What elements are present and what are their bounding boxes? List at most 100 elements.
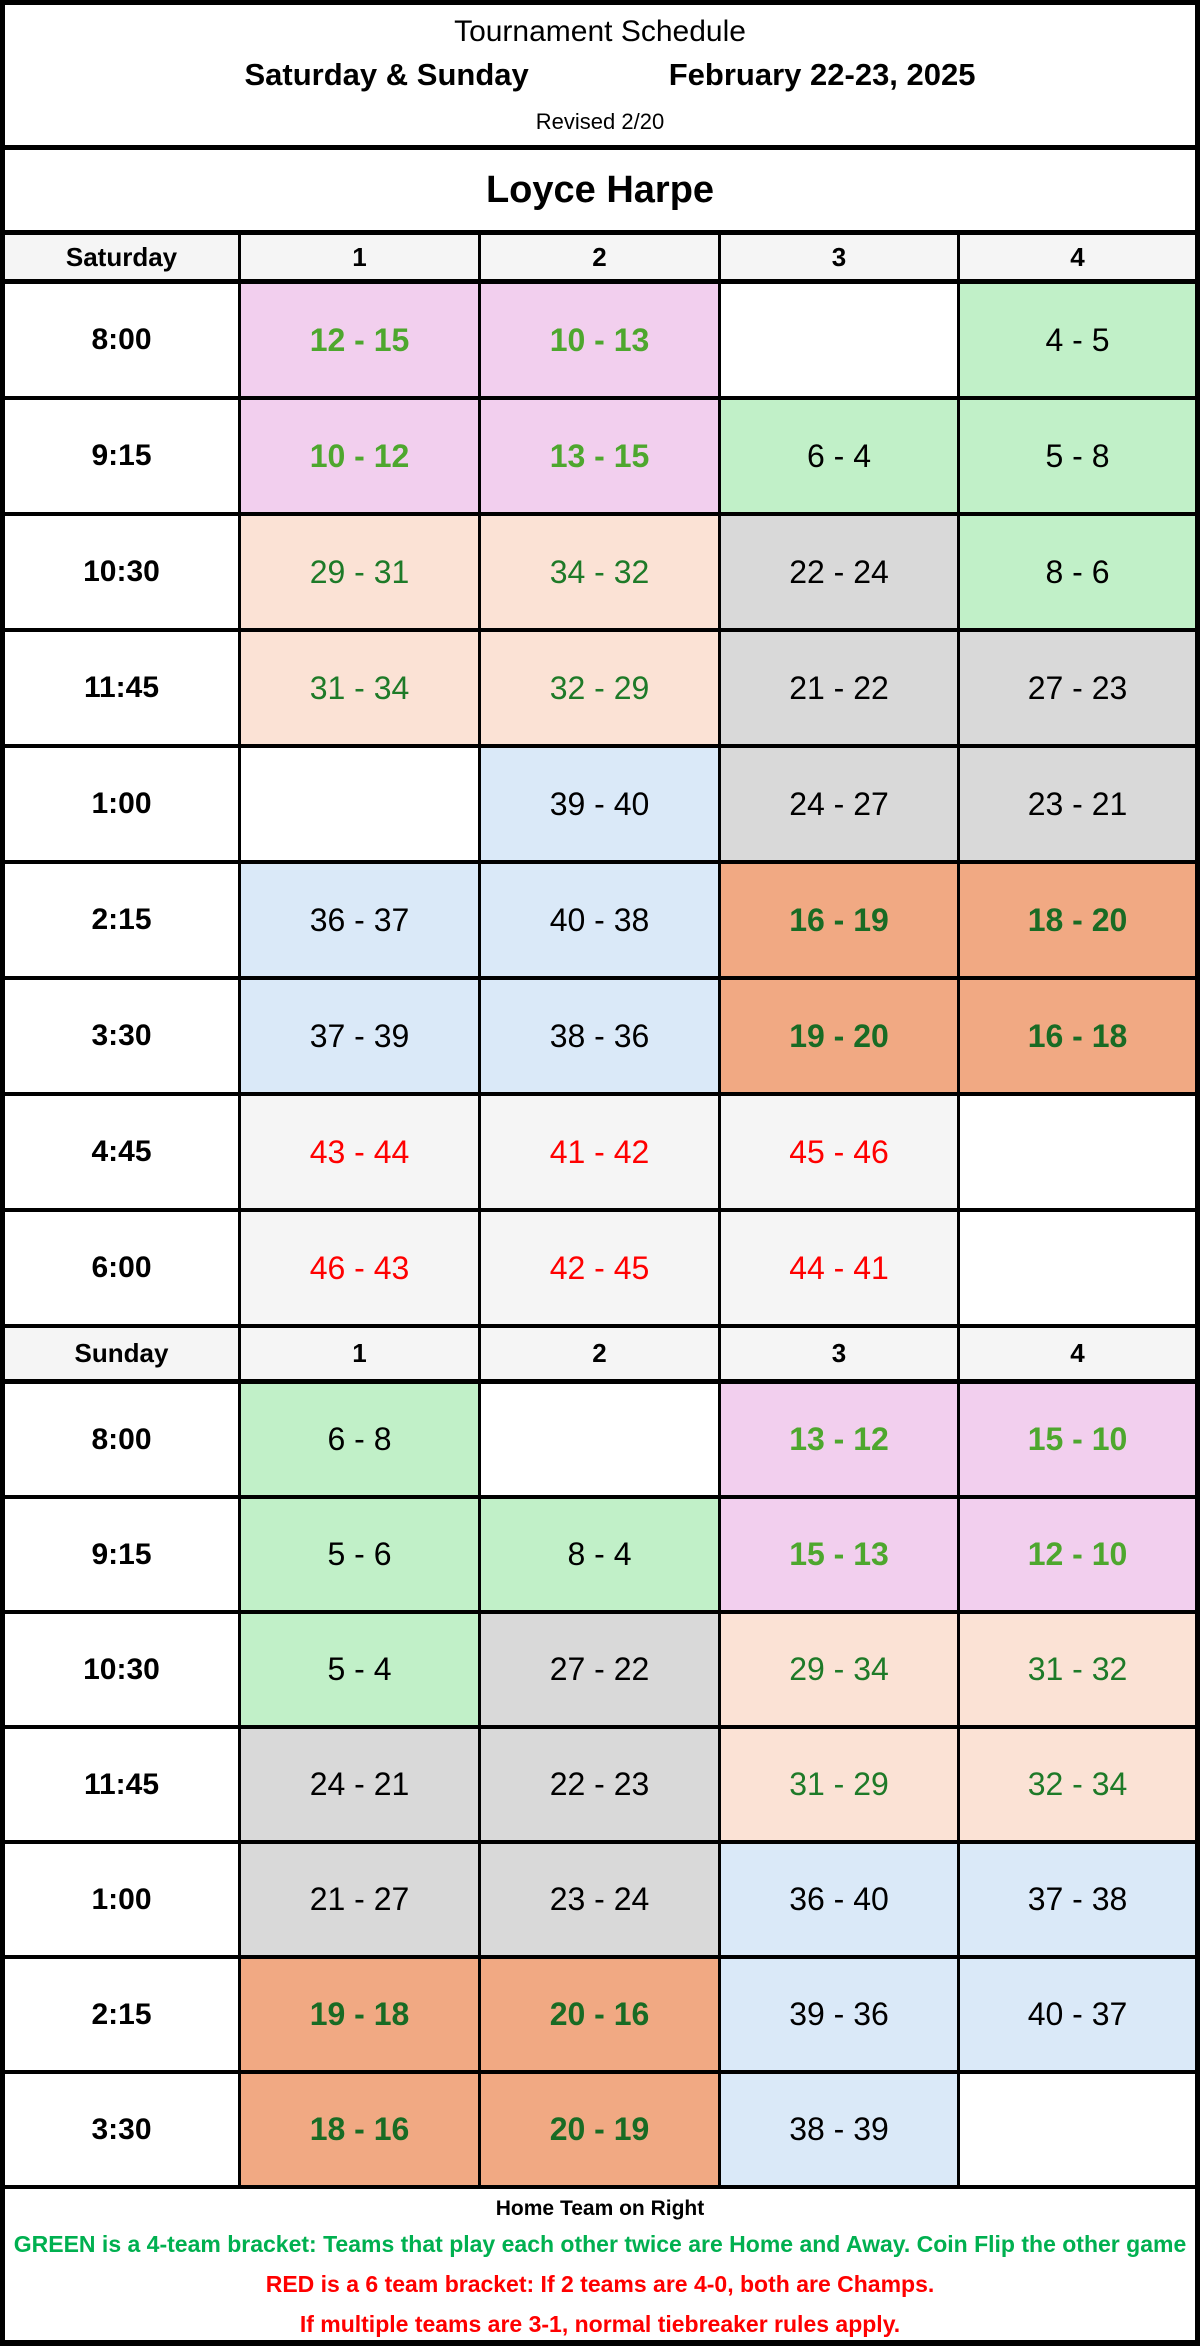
game-cell: 45 - 46: [721, 1096, 960, 1212]
time-slot: 4:45: [5, 1096, 241, 1212]
game-cell: 5 - 6: [241, 1499, 481, 1614]
field-header-3: 3: [721, 1328, 960, 1384]
game-cell: 20 - 16: [481, 1959, 721, 2074]
game-cell: 31 - 32: [960, 1614, 1195, 1729]
game-cell: 8 - 6: [960, 516, 1195, 632]
game-cell: 27 - 22: [481, 1614, 721, 1729]
game-cell: 29 - 31: [241, 516, 481, 632]
day-header: Sunday: [5, 1328, 241, 1384]
green-bracket-note: GREEN is a 4-team bracket: Teams that pl…: [13, 2231, 1187, 2257]
game-cell: 41 - 42: [481, 1096, 721, 1212]
game-cell: 31 - 34: [241, 632, 481, 748]
game-cell: 16 - 18: [960, 980, 1195, 1096]
game-cell: 16 - 19: [721, 864, 960, 980]
time-slot: 2:15: [5, 1959, 241, 2074]
game-cell: 44 - 41: [721, 1212, 960, 1328]
game-cell: 20 - 19: [481, 2074, 721, 2189]
home-team-note: Home Team on Right: [495, 2197, 705, 2220]
game-cell: 31 - 29: [721, 1729, 960, 1844]
time-slot: 10:30: [5, 516, 241, 632]
time-slot: 1:00: [5, 748, 241, 864]
game-cell: 19 - 20: [721, 980, 960, 1096]
field-header-1: 1: [241, 1328, 481, 1384]
empty-cell: [481, 1384, 721, 1499]
game-cell: 27 - 23: [960, 632, 1195, 748]
days-label: Saturday & Sunday: [244, 57, 529, 92]
game-cell: 21 - 22: [721, 632, 960, 748]
field-header-3: 3: [721, 235, 960, 284]
game-cell: 15 - 13: [721, 1499, 960, 1614]
game-cell: 42 - 45: [481, 1212, 721, 1328]
game-cell: 46 - 43: [241, 1212, 481, 1328]
game-cell: 37 - 38: [960, 1844, 1195, 1959]
game-cell: 5 - 8: [960, 400, 1195, 516]
venue-name: Loyce Harpe: [5, 150, 1195, 235]
time-slot: 11:45: [5, 632, 241, 748]
game-cell: 39 - 40: [481, 748, 721, 864]
sunday-schedule: Sunday 1 2 3 4 8:00 6 - 8 13 - 12 15 - 10 9:15 5 -…: [5, 1328, 1195, 2189]
dates-label: February 22-23, 2025: [668, 57, 976, 92]
time-slot: 11:45: [5, 1729, 241, 1844]
time-slot: 1:00: [5, 1844, 241, 1959]
game-cell: 29 - 34: [721, 1614, 960, 1729]
time-slot: 8:00: [5, 1384, 241, 1499]
empty-cell: [241, 748, 481, 864]
game-cell: 5 - 4: [241, 1614, 481, 1729]
game-cell: 32 - 34: [960, 1729, 1195, 1844]
saturday-schedule: Saturday 1 2 3 4 8:00 12 - 15 10 - 13 4 - 5 9:15 1…: [5, 235, 1195, 1328]
game-cell: 40 - 37: [960, 1959, 1195, 2074]
game-cell: 37 - 39: [241, 980, 481, 1096]
field-header-2: 2: [481, 1328, 721, 1384]
time-slot: 2:15: [5, 864, 241, 980]
game-cell: 12 - 15: [241, 284, 481, 400]
red-bracket-note: RED is a 6 team bracket: If 2 teams are …: [265, 2271, 935, 2297]
game-cell: 34 - 32: [481, 516, 721, 632]
game-cell: 24 - 21: [241, 1729, 481, 1844]
game-cell: 32 - 29: [481, 632, 721, 748]
game-cell: 13 - 15: [481, 400, 721, 516]
game-cell: 24 - 27: [721, 748, 960, 864]
game-cell: 40 - 38: [481, 864, 721, 980]
game-cell: 23 - 24: [481, 1844, 721, 1959]
field-header-2: 2: [481, 235, 721, 284]
empty-cell: [960, 2074, 1195, 2189]
empty-cell: [721, 284, 960, 400]
field-header-4: 4: [960, 1328, 1195, 1384]
game-cell: 18 - 16: [241, 2074, 481, 2189]
game-cell: 18 - 20: [960, 864, 1195, 980]
game-cell: 13 - 12: [721, 1384, 960, 1499]
game-cell: 38 - 39: [721, 2074, 960, 2189]
time-slot: 9:15: [5, 400, 241, 516]
game-cell: 6 - 8: [241, 1384, 481, 1499]
game-cell: 22 - 24: [721, 516, 960, 632]
schedule-title: Tournament Schedule: [454, 15, 746, 48]
game-cell: 10 - 12: [241, 400, 481, 516]
time-slot: 8:00: [5, 284, 241, 400]
time-slot: 3:30: [5, 2074, 241, 2189]
game-cell: 22 - 23: [481, 1729, 721, 1844]
game-cell: 36 - 40: [721, 1844, 960, 1959]
title-block: Tournament Schedule Saturday & Sunday Fe…: [5, 5, 1195, 150]
game-cell: 12 - 10: [960, 1499, 1195, 1614]
field-header-1: 1: [241, 235, 481, 284]
footer-notes: Home Team on Right GREEN is a 4-team bra…: [5, 2189, 1195, 2351]
game-cell: 6 - 4: [721, 400, 960, 516]
game-cell: 19 - 18: [241, 1959, 481, 2074]
game-cell: 36 - 37: [241, 864, 481, 980]
empty-cell: [960, 1212, 1195, 1328]
game-cell: 10 - 13: [481, 284, 721, 400]
date-line: Saturday & Sunday February 22-23, 2025: [5, 57, 1195, 109]
time-slot: 9:15: [5, 1499, 241, 1614]
time-slot: 10:30: [5, 1614, 241, 1729]
time-slot: 3:30: [5, 980, 241, 1096]
game-cell: 43 - 44: [241, 1096, 481, 1212]
day-header: Saturday: [5, 235, 241, 284]
game-cell: 38 - 36: [481, 980, 721, 1096]
tiebreaker-note: If multiple teams are 3-1, normal tiebre…: [299, 2311, 901, 2337]
empty-cell: [960, 1096, 1195, 1212]
game-cell: 23 - 21: [960, 748, 1195, 864]
game-cell: 39 - 36: [721, 1959, 960, 2074]
game-cell: 21 - 27: [241, 1844, 481, 1959]
time-slot: 6:00: [5, 1212, 241, 1328]
